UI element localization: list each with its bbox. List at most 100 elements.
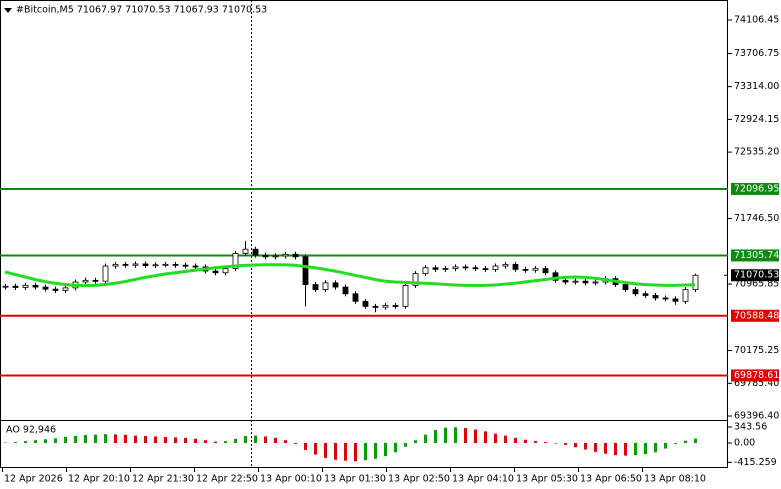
ao-bar xyxy=(444,427,447,443)
x-tick-label: 13 Apr 01:30 xyxy=(324,474,386,485)
ao-bar xyxy=(384,443,387,457)
x-tick-label: 13 Apr 06:50 xyxy=(580,474,642,485)
y-tick-label: 73314.00 xyxy=(734,81,779,92)
candle-body xyxy=(62,287,69,291)
candle-body xyxy=(402,284,409,307)
candle-body xyxy=(342,286,349,295)
candle-body xyxy=(282,253,289,257)
candle-body xyxy=(152,264,159,267)
ao-bar xyxy=(334,443,337,460)
ao-bar xyxy=(574,443,577,448)
candle-body xyxy=(112,263,119,267)
y-tick-label: 69396.40 xyxy=(734,410,779,421)
candle-body xyxy=(362,300,369,307)
candle-body xyxy=(352,293,359,302)
ao-bar xyxy=(474,429,477,443)
candle-body xyxy=(92,279,99,282)
chart-frame xyxy=(0,0,728,468)
ao-bar xyxy=(664,443,667,449)
ao-bar xyxy=(284,440,287,443)
x-tick-label: 12 Apr 22:50 xyxy=(196,474,258,485)
ao-bar xyxy=(294,443,297,444)
ao-bar xyxy=(344,443,347,461)
y-tick-label: 73706.75 xyxy=(734,48,779,59)
candle-body xyxy=(122,263,129,266)
x-tick-label: 13 Apr 05:30 xyxy=(516,474,578,485)
ao-bar xyxy=(454,427,457,443)
ao-bar xyxy=(694,438,697,443)
ao-bar xyxy=(84,435,87,443)
candle-body xyxy=(512,263,519,270)
candle-body xyxy=(592,281,599,284)
indicator-tick-label: 343.56 xyxy=(734,422,767,433)
level-label: 69878.61 xyxy=(734,370,779,381)
candle-body xyxy=(322,282,329,290)
candle-body xyxy=(12,285,19,288)
candle-body xyxy=(172,263,179,266)
candle-body xyxy=(82,279,89,283)
level-tag xyxy=(731,369,779,382)
ao-bar xyxy=(364,443,367,461)
candle-body xyxy=(252,248,259,256)
ao-bar xyxy=(414,440,417,443)
candle-body xyxy=(532,268,539,271)
ao-bar xyxy=(644,443,647,455)
ao-bar xyxy=(434,429,437,443)
ao-bar xyxy=(274,437,277,443)
x-tick-label: 12 Apr 20:10 xyxy=(68,474,130,485)
y-tick-label: 70175.25 xyxy=(734,345,779,356)
ao-bar xyxy=(244,436,247,443)
candle-body xyxy=(192,265,199,268)
candle-body xyxy=(472,267,479,270)
candle-body xyxy=(262,254,269,258)
candle-body xyxy=(482,268,489,270)
ao-bar xyxy=(464,428,467,443)
candle-body xyxy=(372,305,379,308)
candle-body xyxy=(292,253,299,258)
ao-bar xyxy=(74,436,77,443)
candle-body xyxy=(132,263,139,266)
ao-bar xyxy=(254,435,257,443)
y-tick-label: 71746.50 xyxy=(734,213,779,224)
candle-body xyxy=(542,268,549,274)
candle-body xyxy=(522,269,529,271)
ao-bar xyxy=(164,436,167,443)
moving-average xyxy=(4,263,696,288)
candle-body xyxy=(692,274,699,290)
candle-body xyxy=(382,305,389,308)
ao-bar xyxy=(144,436,147,443)
candle-body xyxy=(582,280,589,284)
last-price-tag xyxy=(731,269,779,282)
candle-body xyxy=(32,284,39,288)
candle-body xyxy=(492,265,499,270)
candle-body xyxy=(562,279,569,283)
ao-bar xyxy=(24,441,27,443)
last-price-label: 71070.53 xyxy=(734,270,779,281)
ao-bar xyxy=(204,440,207,443)
candle-body xyxy=(652,295,659,299)
ao-bar xyxy=(4,442,7,444)
chart-title: #Bitcoin,M5 71067.97 71070.53 71067.93 7… xyxy=(16,5,267,16)
level-label: 72096.95 xyxy=(734,183,779,194)
candle-body xyxy=(392,305,399,307)
candle-body xyxy=(502,263,509,267)
ao-bar xyxy=(124,434,127,443)
level-label: 71305.74 xyxy=(734,250,779,261)
indicator-tick-label: 0.00 xyxy=(734,438,755,449)
x-tick-label: 13 Apr 02:50 xyxy=(388,474,450,485)
y-tick-label: 70965.85 xyxy=(734,279,779,290)
x-tick-label: 13 Apr 08:10 xyxy=(644,474,706,485)
candle-body xyxy=(2,285,9,288)
y-tick-label: 72924.15 xyxy=(734,114,779,125)
ao-bar xyxy=(524,439,527,443)
y-tick-label: 69785.40 xyxy=(734,378,779,389)
y-tick-label: 72535.20 xyxy=(734,147,779,158)
candle-body xyxy=(312,284,319,290)
ao-bar xyxy=(184,437,187,443)
ao-bar xyxy=(324,443,327,458)
candle-body xyxy=(162,263,169,266)
candle-body xyxy=(452,266,459,269)
candle-body xyxy=(42,286,49,290)
candle-body xyxy=(142,263,149,267)
